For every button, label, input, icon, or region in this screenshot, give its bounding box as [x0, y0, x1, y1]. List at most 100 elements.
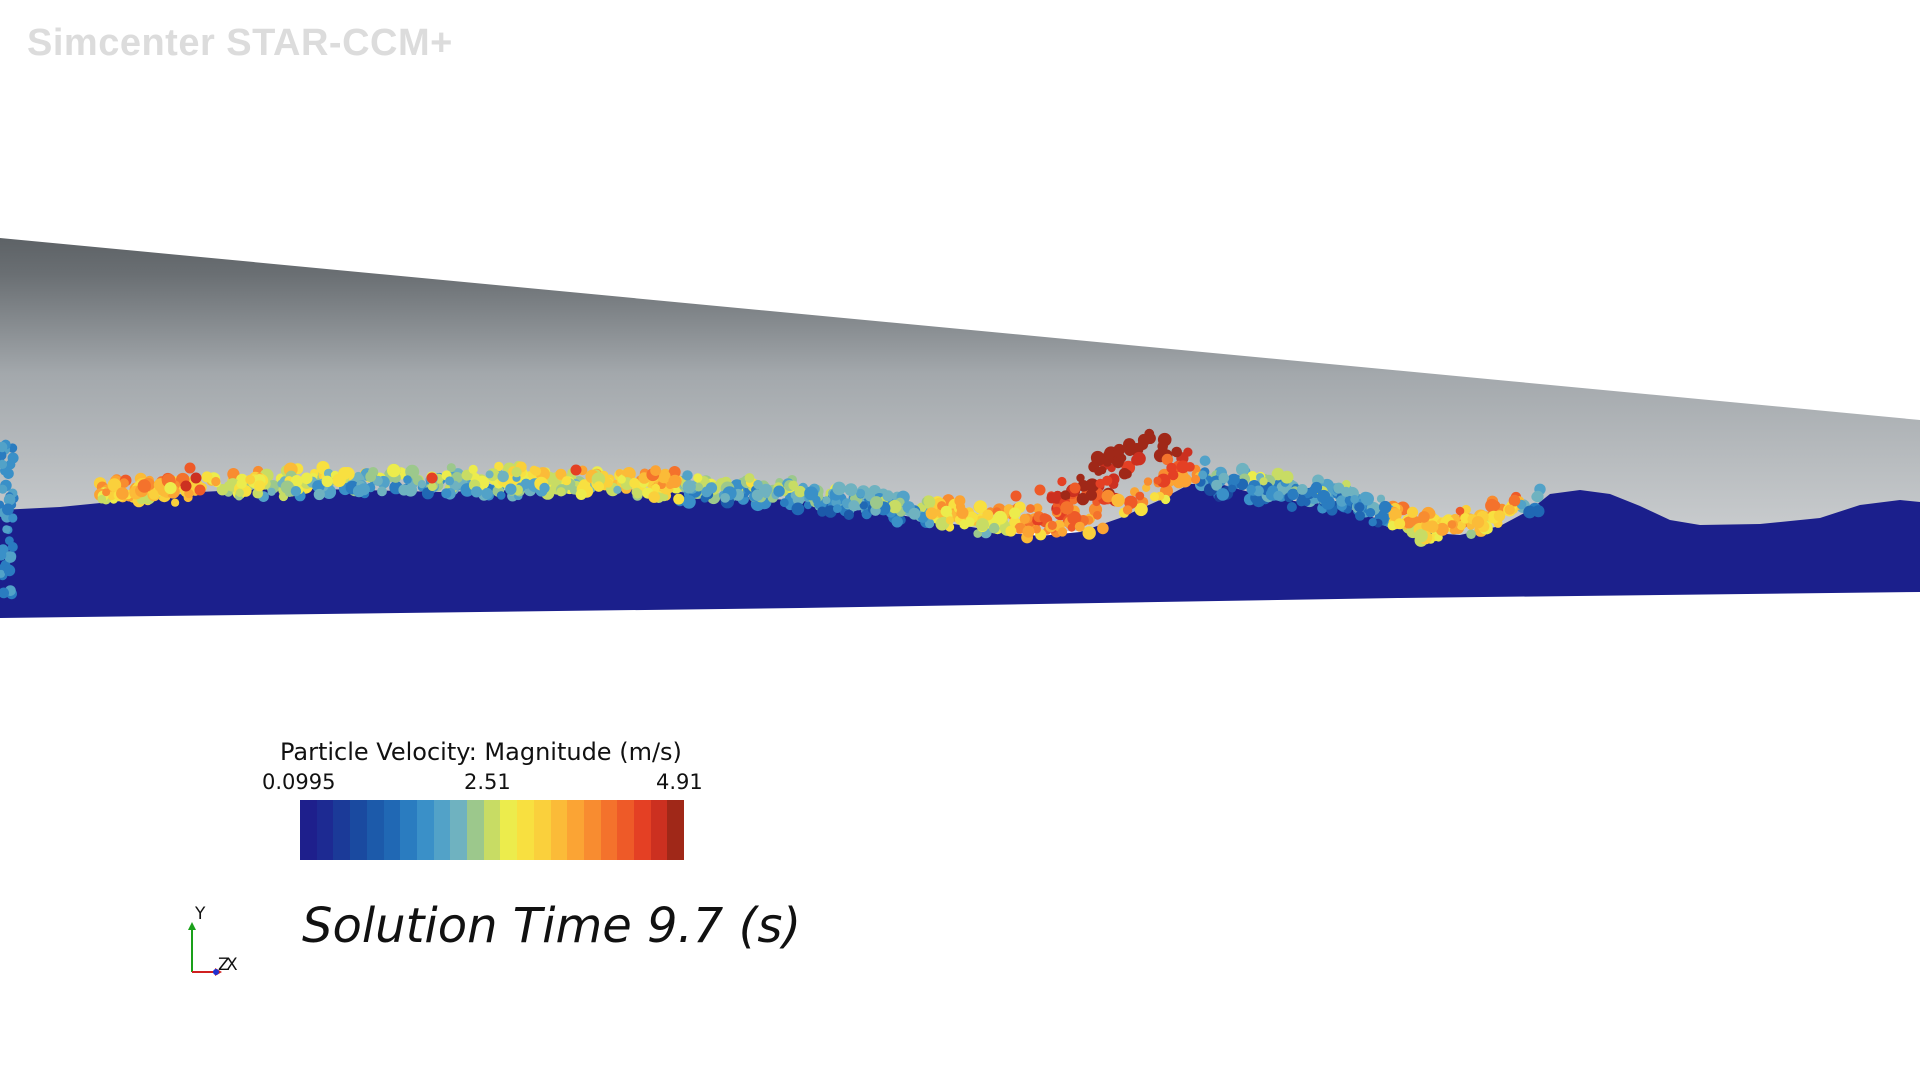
- particle: [773, 485, 785, 497]
- particle: [1039, 513, 1050, 523]
- particle: [1171, 446, 1182, 458]
- particle: [993, 510, 1008, 525]
- particle: [481, 487, 493, 500]
- colorbar-segment: [383, 800, 401, 860]
- particle: [1093, 510, 1102, 520]
- particle: [570, 464, 582, 476]
- legend-title: Particle Velocity: Magnitude (m/s): [280, 738, 682, 766]
- particle: [1286, 502, 1297, 512]
- particle: [1069, 482, 1081, 494]
- particle: [184, 462, 196, 474]
- particle: [1388, 507, 1402, 522]
- z-axis-label: Z: [218, 955, 230, 975]
- particle: [148, 489, 160, 500]
- particle: [1057, 476, 1067, 487]
- y-axis-label: Y: [194, 904, 206, 924]
- particle: [485, 470, 494, 479]
- colorbar-segment: [350, 800, 367, 860]
- particle: [426, 472, 438, 484]
- particle: [1485, 498, 1499, 513]
- particle: [1122, 505, 1133, 515]
- particle: [622, 467, 636, 481]
- particle: [1504, 504, 1515, 515]
- particle: [1143, 477, 1153, 486]
- particle: [848, 500, 860, 512]
- particle: [794, 485, 806, 498]
- particle: [0, 549, 7, 561]
- particle: [682, 495, 696, 509]
- particle: [859, 501, 868, 510]
- particle: [511, 467, 522, 478]
- particle: [211, 476, 221, 487]
- particle: [365, 471, 377, 483]
- particle: [102, 488, 111, 497]
- particle: [822, 496, 831, 505]
- particle: [0, 449, 7, 461]
- particle: [924, 518, 935, 529]
- particle: [1026, 504, 1035, 513]
- particle: [1022, 525, 1035, 538]
- particle: [668, 474, 682, 488]
- colorbar-segment: [333, 800, 351, 860]
- particle: [1376, 494, 1386, 503]
- particle: [891, 516, 903, 528]
- particle: [1466, 529, 1476, 539]
- particle: [1360, 492, 1374, 506]
- particle: [1253, 485, 1264, 497]
- particle: [3, 493, 16, 506]
- particle: [632, 488, 643, 499]
- particle: [1122, 469, 1132, 479]
- particle: [1166, 462, 1177, 474]
- particle: [201, 471, 213, 483]
- particle: [1378, 500, 1392, 514]
- particle: [1246, 484, 1256, 495]
- particle: [613, 485, 622, 494]
- particle: [1354, 502, 1365, 513]
- particle: [882, 490, 894, 502]
- particle: [1414, 529, 1428, 543]
- particle: [788, 480, 798, 491]
- colorbar-segment: [366, 800, 384, 860]
- particle: [313, 488, 325, 501]
- particle: [1406, 506, 1419, 518]
- particle: [1067, 511, 1082, 525]
- particle: [445, 476, 455, 486]
- particle: [982, 509, 994, 521]
- particle: [194, 484, 206, 496]
- colorbar-segment: [650, 800, 668, 860]
- particle: [1447, 520, 1457, 529]
- particle: [870, 496, 883, 510]
- colorbar-segment: [467, 800, 484, 860]
- particle: [925, 507, 938, 520]
- particle: [1365, 508, 1376, 518]
- particle: [1010, 490, 1022, 502]
- legend-max-label: 4.91: [656, 770, 703, 794]
- particle: [417, 480, 426, 489]
- particle: [4, 551, 17, 563]
- particle: [956, 506, 969, 519]
- particle: [555, 468, 567, 480]
- particle: [744, 473, 755, 483]
- particle: [1135, 491, 1145, 501]
- particle: [235, 488, 244, 497]
- particle: [1047, 520, 1057, 531]
- particle: [1508, 494, 1521, 507]
- colorbar-segment: [483, 800, 501, 860]
- particle: [973, 500, 988, 514]
- particle: [603, 478, 613, 488]
- particle: [1228, 484, 1237, 493]
- particle: [7, 542, 18, 552]
- particle: [236, 478, 247, 489]
- colorbar-segment: [300, 800, 317, 860]
- particle: [1094, 467, 1103, 476]
- colorbar-segment: [500, 800, 518, 860]
- particle: [650, 465, 661, 476]
- particle: [387, 463, 401, 478]
- particle: [1296, 484, 1308, 495]
- particle: [1185, 462, 1195, 472]
- particle: [682, 480, 696, 494]
- particle: [164, 482, 177, 495]
- particle: [1005, 525, 1017, 537]
- legend-min-label: 0.0995: [262, 770, 336, 794]
